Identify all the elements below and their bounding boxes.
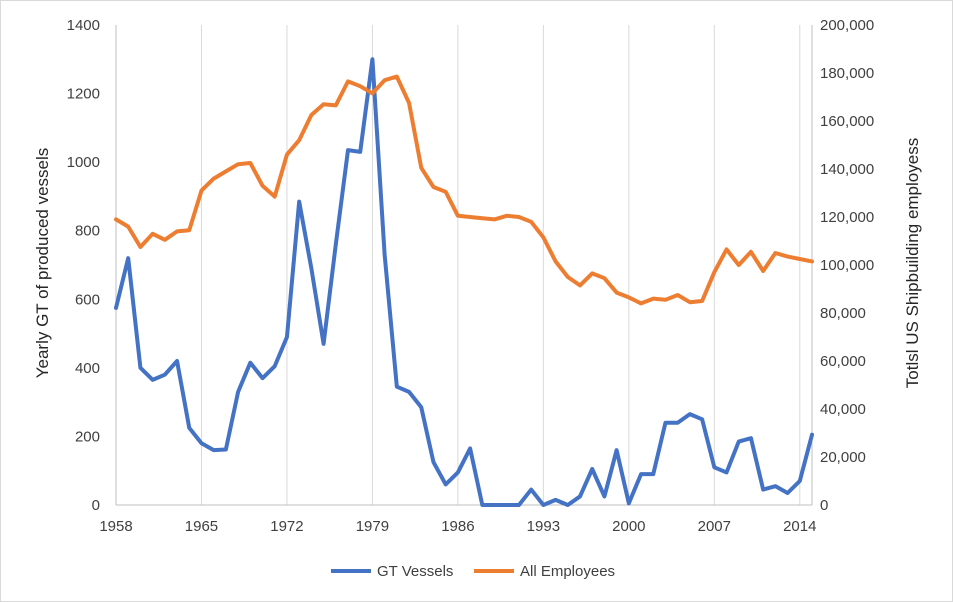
right-tick-label: 180,000: [820, 65, 874, 82]
right-axis-tick-labels: 0 20,000 40,000 60,000 80,000 100,000 120,000 1…: [820, 17, 874, 514]
x-tick-label: 1986: [441, 518, 474, 535]
right-tick-label: 100,000: [820, 257, 874, 274]
legend-label-gt-vessels: GT Vessels: [377, 563, 453, 580]
gridlines: [200, 25, 801, 505]
left-tick-label: 200: [75, 428, 100, 445]
x-tick-label: 1972: [270, 518, 303, 535]
legend-label-all-employees: All Employees: [520, 563, 615, 580]
series-line-all-employees: [114, 74, 814, 306]
series-lines: [114, 57, 814, 507]
right-tick-label: 60,000: [820, 353, 866, 370]
left-tick-label: 1000: [67, 154, 100, 171]
right-tick-label: 140,000: [820, 161, 874, 178]
x-tick-label: 1979: [356, 518, 389, 535]
left-axis-title: Yearly GT of produced vessels: [33, 148, 52, 379]
left-tick-label: 1200: [67, 86, 100, 103]
x-tick-label: 2000: [612, 518, 645, 535]
x-tick-label: 1993: [527, 518, 560, 535]
right-tick-label: 120,000: [820, 209, 874, 226]
right-tick-label: 200,000: [820, 17, 874, 34]
x-tick-label: 1965: [185, 518, 218, 535]
right-tick-label: 20,000: [820, 449, 866, 466]
series-line-gt-vessels: [114, 57, 814, 507]
x-axis-tick-labels: 1958 1965 1972 1979 1986 1993 2000 2007 2014: [99, 518, 816, 535]
x-tick-label: 2007: [698, 518, 731, 535]
left-axis-tick-labels: 0 200 400 600 800 1000 1200 1400: [67, 17, 100, 514]
left-tick-label: 1400: [67, 17, 100, 34]
left-tick-label: 400: [75, 360, 100, 377]
left-tick-label: 600: [75, 291, 100, 308]
right-axis-title: Totlsl US Shipbuilding employess: [903, 138, 922, 388]
axes: [115, 25, 813, 506]
right-tick-label: 80,000: [820, 305, 866, 322]
legend: GT Vessels All Employees: [331, 563, 615, 580]
right-tick-label: 160,000: [820, 113, 874, 130]
x-tick-label: 1958: [99, 518, 132, 535]
left-tick-label: 0: [92, 497, 100, 514]
right-tick-label: 40,000: [820, 401, 866, 418]
x-tick-label: 2014: [783, 518, 816, 535]
right-tick-label: 0: [820, 497, 828, 514]
left-tick-label: 800: [75, 223, 100, 240]
